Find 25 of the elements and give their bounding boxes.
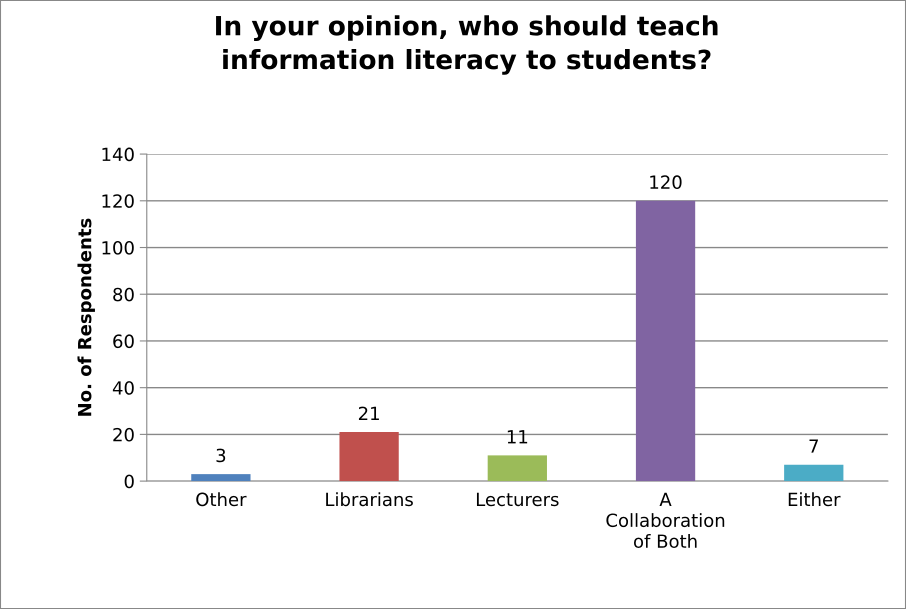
y-tick-label: 40 — [112, 381, 134, 395]
y-tick-label: 100 — [102, 240, 134, 255]
data-label: 120 — [650, 175, 682, 189]
y-axis-title: No. of Respondents — [77, 218, 95, 416]
y-tick-label: 120 — [102, 194, 134, 208]
y-tick-label: 60 — [113, 334, 134, 348]
x-tick-label: Lecturers — [476, 492, 559, 506]
data-label: 3 — [216, 448, 226, 462]
data-label: 7 — [810, 440, 818, 453]
y-tick-label: 80 — [113, 288, 134, 302]
x-tick-label: A Collaboration of Both — [606, 492, 724, 548]
bar — [339, 432, 399, 482]
data-label: 11 — [508, 430, 528, 444]
x-tick-label: Librarians — [326, 492, 413, 506]
bar — [191, 474, 251, 482]
chart-title: In your opinion, who should teach information literacy to students? — [216, 15, 718, 75]
bar — [636, 200, 696, 482]
x-tick-label: Other — [196, 492, 247, 506]
bar — [784, 464, 844, 482]
bar — [488, 455, 547, 482]
y-tick-label: 0 — [124, 474, 134, 488]
y-tick-label: 140 — [102, 148, 134, 162]
data-label: 21 — [358, 406, 379, 420]
x-tick-label: Either — [788, 492, 841, 506]
y-tick-label: 20 — [113, 428, 134, 442]
